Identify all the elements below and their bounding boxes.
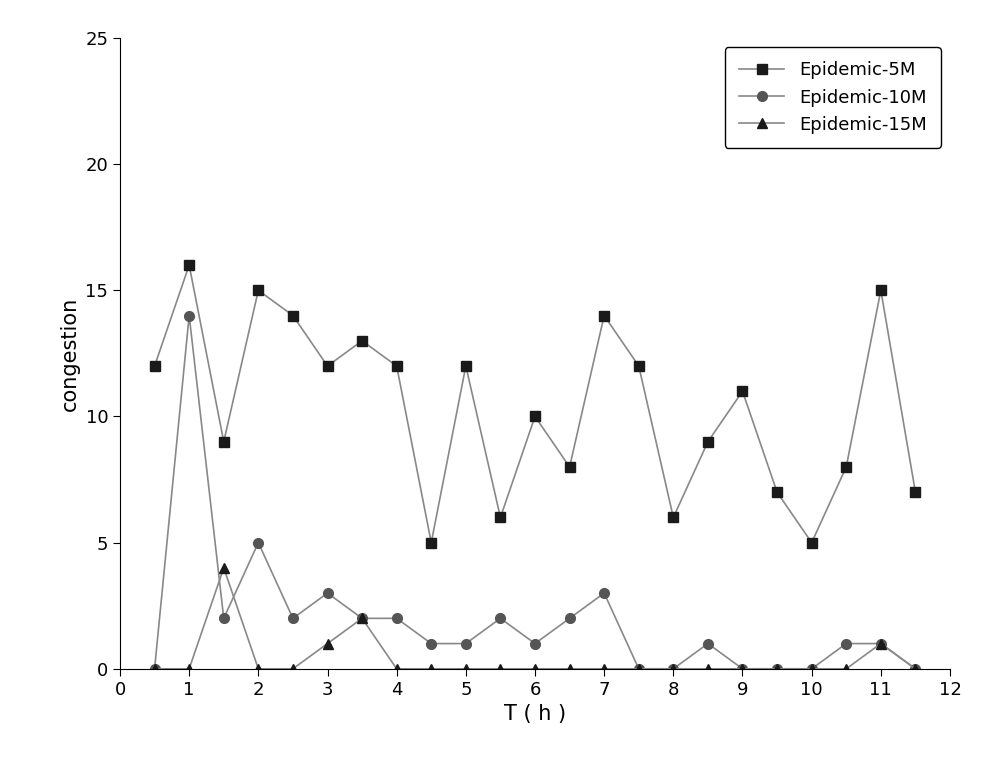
Epidemic-15M	[702, 664, 714, 673]
Epidemic-5M	[840, 462, 852, 471]
Epidemic-15M	[425, 664, 437, 673]
Epidemic-15M	[633, 664, 645, 673]
Epidemic-10M	[598, 588, 610, 597]
Epidemic-10M	[667, 664, 679, 673]
Epidemic-5M	[322, 362, 334, 371]
Epidemic-5M	[425, 538, 437, 547]
Epidemic-10M	[149, 664, 161, 673]
Epidemic-15M	[840, 664, 852, 673]
Epidemic-15M	[736, 664, 748, 673]
Epidemic-5M	[667, 513, 679, 522]
Epidemic-15M	[322, 639, 334, 648]
Epidemic-5M	[564, 462, 576, 471]
Epidemic-15M	[564, 664, 576, 673]
Epidemic-15M	[252, 664, 264, 673]
Epidemic-15M	[875, 639, 887, 648]
Epidemic-15M	[771, 664, 783, 673]
Epidemic-15M	[529, 664, 541, 673]
Epidemic-10M	[702, 639, 714, 648]
Epidemic-15M	[806, 664, 818, 673]
Epidemic-15M	[391, 664, 403, 673]
Epidemic-15M	[460, 664, 472, 673]
Epidemic-10M	[356, 614, 368, 623]
Epidemic-10M	[909, 664, 921, 673]
Epidemic-5M	[356, 336, 368, 345]
Epidemic-10M	[529, 639, 541, 648]
Epidemic-5M	[806, 538, 818, 547]
Y-axis label: congestion: congestion	[60, 296, 80, 410]
Epidemic-10M	[425, 639, 437, 648]
Epidemic-10M	[218, 614, 230, 623]
Epidemic-5M	[287, 311, 299, 320]
X-axis label: T ( h ): T ( h )	[504, 705, 566, 724]
Epidemic-5M	[702, 437, 714, 446]
Epidemic-10M	[840, 639, 852, 648]
Epidemic-5M	[460, 362, 472, 371]
Epidemic-10M	[287, 614, 299, 623]
Epidemic-15M	[218, 563, 230, 572]
Epidemic-15M	[494, 664, 506, 673]
Epidemic-5M	[391, 362, 403, 371]
Epidemic-10M	[391, 614, 403, 623]
Epidemic-15M	[598, 664, 610, 673]
Line: Epidemic-15M: Epidemic-15M	[150, 563, 920, 673]
Legend: Epidemic-5M, Epidemic-10M, Epidemic-15M: Epidemic-5M, Epidemic-10M, Epidemic-15M	[725, 47, 941, 148]
Epidemic-10M	[875, 639, 887, 648]
Epidemic-15M	[909, 664, 921, 673]
Epidemic-5M	[736, 387, 748, 396]
Epidemic-10M	[460, 639, 472, 648]
Epidemic-5M	[598, 311, 610, 320]
Epidemic-10M	[494, 614, 506, 623]
Epidemic-15M	[356, 614, 368, 623]
Epidemic-10M	[252, 538, 264, 547]
Epidemic-10M	[736, 664, 748, 673]
Epidemic-15M	[287, 664, 299, 673]
Epidemic-5M	[633, 362, 645, 371]
Epidemic-10M	[322, 588, 334, 597]
Epidemic-5M	[529, 412, 541, 421]
Epidemic-10M	[771, 664, 783, 673]
Epidemic-15M	[183, 664, 195, 673]
Epidemic-5M	[149, 362, 161, 371]
Epidemic-5M	[494, 513, 506, 522]
Line: Epidemic-5M: Epidemic-5M	[150, 260, 920, 547]
Epidemic-5M	[183, 261, 195, 270]
Epidemic-10M	[564, 614, 576, 623]
Epidemic-10M	[806, 664, 818, 673]
Line: Epidemic-10M: Epidemic-10M	[150, 311, 920, 673]
Epidemic-10M	[183, 311, 195, 320]
Epidemic-10M	[633, 664, 645, 673]
Epidemic-5M	[218, 437, 230, 446]
Epidemic-15M	[149, 664, 161, 673]
Epidemic-15M	[667, 664, 679, 673]
Epidemic-5M	[771, 488, 783, 497]
Epidemic-5M	[875, 286, 887, 295]
Epidemic-5M	[909, 488, 921, 497]
Epidemic-5M	[252, 286, 264, 295]
